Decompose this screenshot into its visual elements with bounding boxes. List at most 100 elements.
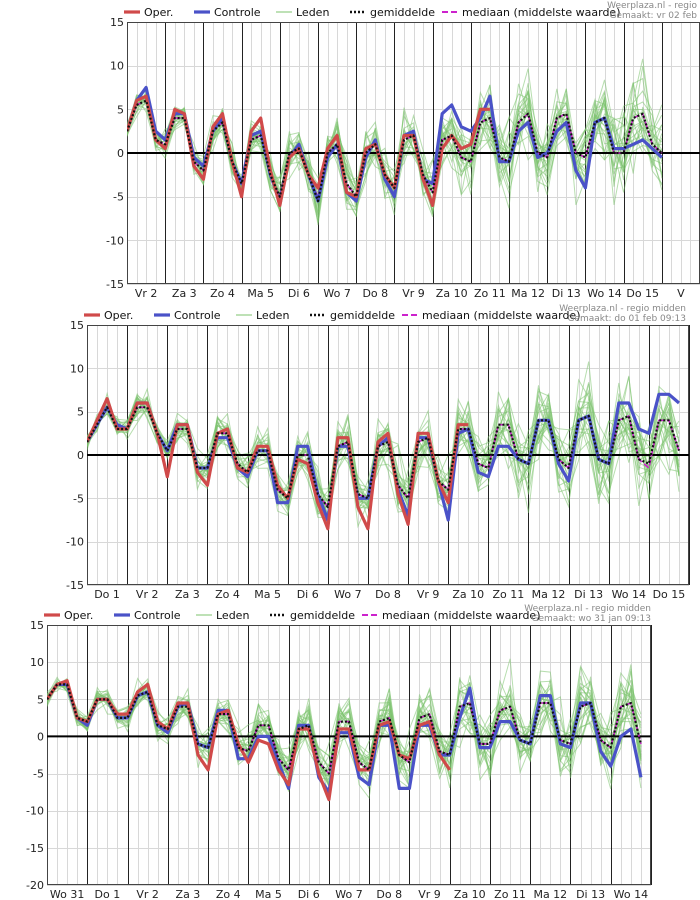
legend: Oper. Controle Leden gemiddelde mediaan (mid…: [44, 609, 540, 622]
x-day-label: Do 8: [375, 588, 401, 601]
x-day-label: Di 6: [298, 888, 320, 900]
source-label: Weerplaza.nl - regio midden: [524, 604, 651, 614]
x-day-label: Zo 11: [493, 588, 525, 601]
y-tick-label: -5: [73, 492, 84, 505]
series-gemiddelde-line: [87, 406, 681, 509]
ensemble-member-line: [87, 388, 680, 509]
x-day-label: Ma 5: [255, 888, 282, 900]
x-day-label: Wo 31: [50, 888, 84, 900]
y-tick-label: 15: [110, 16, 124, 29]
y-tick-label: -10: [106, 234, 124, 247]
legend-label-mediaan: mediaan (middelste waarde): [422, 309, 580, 322]
x-axis-labels: Vr 2 Za 3 Zo 4 Ma 5 Di 6 Wo 7 Do 8 Vr 9 Za 10 Zo …: [135, 287, 685, 300]
y-tick-label: -10: [66, 536, 84, 549]
x-day-label: Do 15: [653, 588, 686, 601]
made-timestamp: Gemaakt: do 01 feb 09:13: [567, 314, 686, 324]
y-tick-label: 0: [37, 730, 44, 743]
ensemble-member-line: [87, 375, 680, 508]
y-axis-labels: -15 -10 -5 0 5 10 15: [66, 319, 84, 592]
x-day-label: Zo 11: [474, 287, 506, 300]
legend-label-gemiddelde: gemiddelde: [290, 609, 355, 622]
x-day-label: Do 15: [626, 287, 659, 300]
y-tick-label: 0: [77, 449, 84, 462]
x-day-label: Di 13: [574, 588, 603, 601]
x-day-label: Vr 2: [136, 888, 159, 900]
x-day-label: Za 10: [436, 287, 468, 300]
main-series: [87, 392, 681, 531]
x-day-label: Do 1: [95, 888, 121, 900]
x-day-label: Di 6: [288, 287, 310, 300]
x-day-label: Wo 14: [614, 888, 648, 900]
x-day-label: Do 8: [362, 287, 388, 300]
legend-label-gemiddelde: gemiddelde: [330, 309, 395, 322]
y-tick-label: 10: [110, 60, 124, 73]
legend-label-leden: Leden: [216, 609, 249, 622]
legend-label-gemiddelde: gemiddelde: [370, 6, 435, 19]
ensemble-member-line: [87, 395, 680, 519]
chart-panel-3: -20 -15 -10 -5 0 5 10 15 Wo 31 Do 1 Vr 2 Za 3 Zo 4 Ma…: [26, 604, 652, 900]
x-day-label: Di 13: [576, 888, 605, 900]
x-day-label: Za 3: [172, 287, 197, 300]
y-tick-label: -15: [106, 278, 124, 291]
x-day-label: Ma 12: [533, 888, 567, 900]
x-day-label: Vr 9: [402, 287, 425, 300]
x-day-label: Zo 4: [215, 588, 240, 601]
main-series: [47, 679, 643, 802]
y-tick-label: 5: [37, 693, 44, 706]
x-day-label: Zo 11: [494, 888, 526, 900]
y-tick-label: -15: [66, 579, 84, 592]
x-day-label: Vr 2: [136, 588, 159, 601]
legend-label-mediaan: mediaan (middelste waarde): [382, 609, 540, 622]
x-day-label: Vr 2: [135, 287, 158, 300]
made-timestamp: Gemaakt: wo 31 jan 09:13: [531, 614, 651, 624]
y-tick-label: 0: [117, 147, 124, 160]
plot-frame: [47, 625, 651, 885]
x-day-label: Ma 12: [511, 287, 545, 300]
y-tick-label: -5: [33, 768, 44, 781]
y-tick-label: 5: [117, 103, 124, 116]
x-day-label: Wo 7: [323, 287, 350, 300]
x-day-label: Ma 12: [532, 588, 566, 601]
y-tick-label: 10: [70, 362, 84, 375]
x-day-label: V: [677, 287, 685, 300]
ensemble-member-line: [47, 668, 642, 797]
x-day-label: Wo 7: [335, 888, 362, 900]
chart-panel-1: -15 -10 -5 0 5 10 15 Vr 2 Za 3 Zo 4 Ma 5 Di 6 Wo 7 Do…: [106, 1, 700, 300]
x-day-label: Di 13: [552, 287, 581, 300]
y-tick-label: -20: [26, 879, 44, 892]
chart-panel-2: -15 -10 -5 0 5 10 15 Do 1 Vr 2 Za 3 Zo 4 Ma 5 Di 6 Wo…: [66, 304, 690, 601]
x-day-label: Wo 14: [612, 588, 646, 601]
x-day-label: Di 6: [297, 588, 319, 601]
x-day-label: Do 8: [376, 888, 402, 900]
legend-label-oper: Oper.: [104, 309, 133, 322]
x-day-label: Wo 7: [334, 588, 361, 601]
legend-label-oper: Oper.: [64, 609, 93, 622]
day-separators: [47, 625, 652, 885]
ensemble-member-line: [47, 679, 642, 789]
y-axis-labels: -20 -15 -10 -5 0 5 10 15: [26, 619, 44, 892]
x-day-label: Zo 4: [210, 287, 235, 300]
y-tick-label: -10: [26, 805, 44, 818]
x-day-label: Za 3: [176, 888, 201, 900]
y-tick-label: -15: [26, 842, 44, 855]
legend-label-leden: Leden: [256, 309, 289, 322]
legend-label-controle: Controle: [174, 309, 221, 322]
y-tick-label: -5: [113, 191, 124, 204]
ensemble-member-line: [47, 679, 642, 784]
x-day-label: Za 10: [454, 888, 486, 900]
x-axis-labels: Do 1 Vr 2 Za 3 Zo 4 Ma 5 Di 6 Wo 7 Do 8 Vr 9 Za 1…: [94, 588, 685, 601]
x-day-label: Za 3: [175, 588, 200, 601]
legend: Oper. Controle Leden gemiddelde mediaan (mid…: [84, 309, 580, 322]
series-gemiddelde-line: [47, 683, 642, 775]
legend-label-leden: Leden: [296, 6, 329, 19]
x-day-label: Wo 14: [587, 287, 621, 300]
ensemble-member-line: [87, 391, 680, 520]
legend-label-controle: Controle: [214, 6, 261, 19]
main-series: [127, 85, 663, 207]
series-oper-line: [47, 679, 452, 802]
y-tick-label: 5: [77, 406, 84, 419]
x-day-label: Do 1: [94, 588, 120, 601]
